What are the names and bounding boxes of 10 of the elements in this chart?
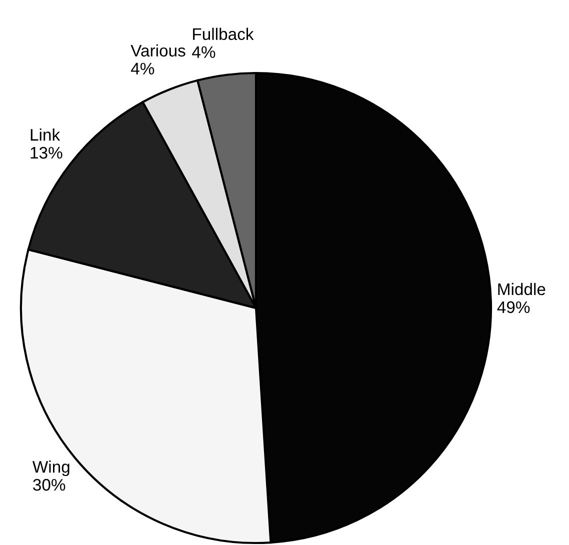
slice-label: Various [130, 44, 186, 57]
slice-label: Wing [32, 460, 70, 476]
data-label: 13% [30, 146, 62, 159]
slice-label: Fullback [193, 28, 254, 40]
data-label: 4% [130, 62, 154, 74]
slice-label: Link [30, 128, 60, 141]
slice-label: Middle [498, 282, 546, 296]
data-label: 49% [497, 301, 530, 314]
data-label: 4% [192, 46, 216, 58]
data-label: 30% [33, 478, 66, 491]
